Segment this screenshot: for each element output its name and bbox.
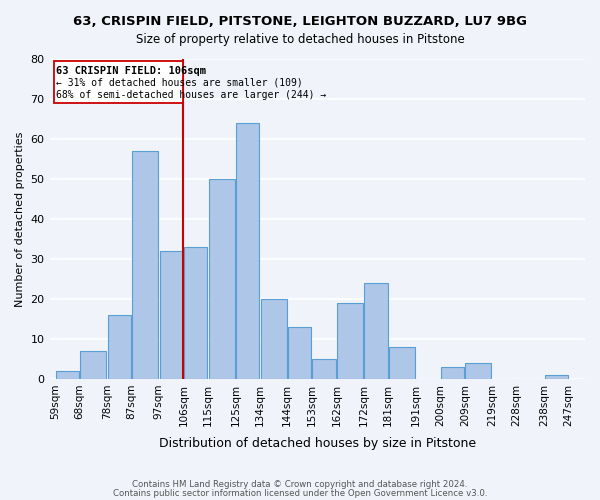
Bar [56,371,79,379]
Bar [441,367,464,379]
Bar [107,315,131,379]
Text: Contains HM Land Registry data © Crown copyright and database right 2024.: Contains HM Land Registry data © Crown c… [132,480,468,489]
Y-axis label: Number of detached properties: Number of detached properties [15,132,25,306]
Bar [209,179,235,379]
Bar [260,299,287,379]
Bar [313,359,336,379]
Text: Contains public sector information licensed under the Open Government Licence v3: Contains public sector information licen… [113,488,487,498]
Bar [337,303,363,379]
Text: 63 CRISPIN FIELD: 106sqm: 63 CRISPIN FIELD: 106sqm [56,66,206,76]
Text: ← 31% of detached houses are smaller (109): ← 31% of detached houses are smaller (10… [56,78,303,88]
Bar [132,151,158,379]
X-axis label: Distribution of detached houses by size in Pitstone: Distribution of detached houses by size … [159,437,476,450]
Bar [389,347,415,379]
Bar [466,363,491,379]
Text: 68% of semi-detached houses are larger (244) →: 68% of semi-detached houses are larger (… [56,90,326,100]
FancyBboxPatch shape [53,61,184,103]
Bar [364,283,388,379]
Text: Size of property relative to detached houses in Pitstone: Size of property relative to detached ho… [136,32,464,46]
Bar [184,247,208,379]
Bar [288,327,311,379]
Bar [236,123,259,379]
Bar [545,375,568,379]
Bar [160,251,183,379]
Text: 63, CRISPIN FIELD, PITSTONE, LEIGHTON BUZZARD, LU7 9BG: 63, CRISPIN FIELD, PITSTONE, LEIGHTON BU… [73,15,527,28]
Bar [80,351,106,379]
